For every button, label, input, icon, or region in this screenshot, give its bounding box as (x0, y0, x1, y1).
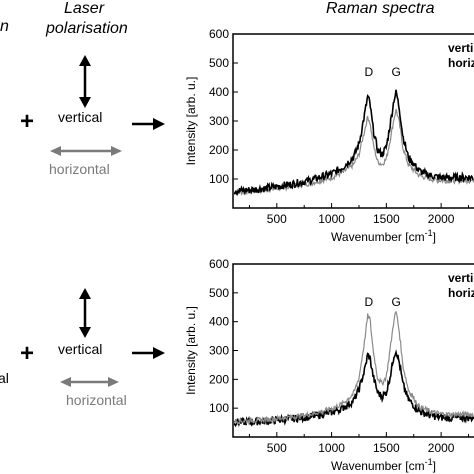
series-line-horizon (234, 310, 474, 425)
peak-label: D (365, 295, 374, 309)
y-tick-label: 500 (209, 56, 229, 70)
header-laser-line2: polarisation (46, 20, 128, 37)
horizontal-arrow-row2 (60, 377, 119, 387)
y-tick-label: 100 (209, 172, 229, 186)
y-axis-label: Intensity [arb. u.] (184, 306, 198, 395)
legend-entry: horizon (448, 56, 474, 70)
header-laser-line1: Laser (64, 0, 105, 17)
left-fragment-row2: al (0, 370, 9, 386)
y-tick-label: 300 (209, 114, 229, 128)
x-axis-label: Wavenumber [cm-1] (331, 457, 436, 473)
peak-label: D (365, 65, 374, 79)
right-arrow-row1 (132, 118, 165, 130)
x-tick-label: 2000 (428, 441, 455, 455)
x-axis-label: Wavenumber [cm-1] (331, 228, 436, 244)
chart-1: 100 200 300 400 500 600 500 1000 1500 2000 Wavenum… (184, 27, 474, 244)
horizontal-label-row2: horizontal (66, 392, 127, 408)
header-fragment: n (0, 18, 9, 35)
x-tick-label: 1500 (373, 212, 400, 226)
vertical-arrow-row1 (79, 55, 91, 108)
x-tick-label: 1500 (373, 441, 400, 455)
peak-label: G (392, 295, 401, 309)
legend-entry: verti (448, 271, 473, 285)
y-tick-label: 200 (209, 372, 229, 386)
legend-entry: horizon (448, 286, 474, 300)
right-arrow-row2 (132, 347, 165, 359)
y-tick-label: 200 (209, 143, 229, 157)
horizontal-label-row1: horizontal (49, 161, 110, 177)
horizontal-arrow-row1 (50, 146, 122, 156)
x-tick-label: 1000 (318, 212, 345, 226)
series-line-verti (234, 89, 474, 196)
x-tick-label: 500 (267, 212, 287, 226)
y-tick-label: 600 (209, 27, 229, 41)
plus-sign-row2: + (20, 340, 35, 367)
y-tick-label: 600 (209, 257, 229, 271)
y-tick-label: 100 (209, 401, 229, 415)
x-tick-label: 500 (267, 441, 287, 455)
x-tick-label: 2000 (428, 212, 455, 226)
vertical-label-row1: vertical (58, 109, 103, 125)
x-tick-label: 1000 (318, 441, 345, 455)
y-tick-label: 400 (209, 85, 229, 99)
series-line-verti (234, 349, 474, 428)
peak-label: G (392, 65, 401, 79)
y-tick-label: 500 (209, 286, 229, 300)
plus-sign-row1: + (20, 108, 35, 135)
chart-2: 100 200 300 400 500 600 500 1000 1500 2000 Wavenum… (184, 257, 474, 473)
header-raman-spectra: Raman spectra (326, 0, 435, 17)
vertical-label-row2: vertical (58, 341, 103, 357)
y-tick-label: 400 (209, 315, 229, 329)
y-axis-label: Intensity [arb. u.] (184, 77, 198, 166)
vertical-arrow-row2 (79, 288, 91, 338)
y-tick-label: 300 (209, 344, 229, 358)
legend-entry: verti (448, 41, 473, 55)
series-line-horizon (234, 108, 474, 197)
